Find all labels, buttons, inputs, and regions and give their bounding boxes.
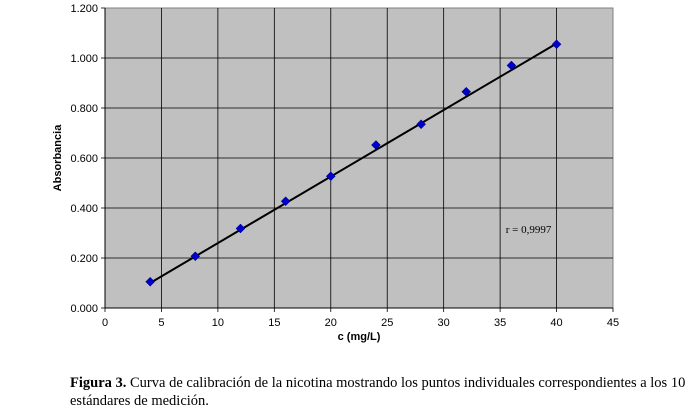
x-tick-labels: 0 5 10 15 20 25 30 35 40 45 bbox=[102, 317, 619, 329]
data-point bbox=[416, 119, 426, 130]
x-tick-label: 15 bbox=[268, 317, 280, 329]
y-tick-labels: 0.000 0.200 0.400 0.600 0.800 1.000 1.200 bbox=[70, 3, 98, 315]
gridlines bbox=[101, 7, 614, 312]
y-tick-label: 0.400 bbox=[70, 203, 98, 215]
figure-label: Figura 3. bbox=[70, 375, 127, 391]
x-tick-label: 40 bbox=[550, 317, 562, 329]
caption-text: Curva de calibración de la nicotina most… bbox=[70, 375, 686, 409]
correlation-annotation: r = 0,9997 bbox=[506, 224, 552, 236]
data-point bbox=[506, 60, 517, 71]
data-point bbox=[551, 39, 562, 50]
y-tick-label: 0.200 bbox=[70, 253, 98, 265]
y-tick-label: 0.600 bbox=[70, 153, 98, 165]
data-point bbox=[235, 223, 246, 234]
x-tick-label: 25 bbox=[381, 317, 393, 329]
x-axis-label: c (mg/L) bbox=[338, 331, 381, 343]
figure-caption: Figura 3. Curva de calibración de la nic… bbox=[70, 374, 694, 410]
x-tick-label: 0 bbox=[102, 317, 108, 329]
x-tick-label: 35 bbox=[494, 317, 506, 329]
y-tick-label: 0.800 bbox=[70, 103, 98, 115]
data-point bbox=[461, 86, 472, 97]
y-axis-label: Absorbancia bbox=[52, 124, 64, 192]
x-tick-label: 30 bbox=[438, 317, 450, 329]
y-tick-label: 0.000 bbox=[70, 303, 98, 315]
x-tick-label: 5 bbox=[158, 317, 164, 329]
regression-line bbox=[149, 42, 558, 284]
data-point bbox=[280, 196, 291, 207]
data-points bbox=[145, 39, 562, 287]
data-point bbox=[325, 171, 336, 182]
data-point bbox=[371, 140, 381, 150]
data-point bbox=[190, 251, 201, 262]
x-tick-label: 20 bbox=[325, 317, 337, 329]
y-tick-label: 1.000 bbox=[70, 53, 98, 65]
fit-line bbox=[149, 42, 558, 284]
x-tick-label: 10 bbox=[212, 317, 224, 329]
data-point bbox=[145, 276, 156, 287]
calibration-chart: 0.000 0.200 0.400 0.600 0.800 1.000 1.200 0 5 10… bbox=[52, 3, 619, 343]
y-tick-label: 1.200 bbox=[70, 3, 98, 15]
x-tick-label: 45 bbox=[607, 317, 619, 329]
